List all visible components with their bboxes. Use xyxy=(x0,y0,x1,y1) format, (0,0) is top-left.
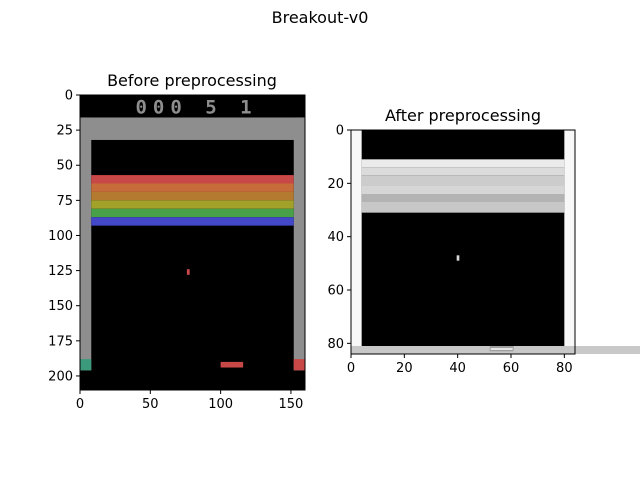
before-preprocessing-y-ticks: 0 25 50 75 100 125 150 175 200 xyxy=(48,89,80,384)
brick-band xyxy=(361,175,565,186)
brick-band xyxy=(361,194,565,202)
left-wall-base xyxy=(80,359,92,371)
x-tick-label: 80 xyxy=(556,361,573,376)
before-preprocessing-title: Before preprocessing xyxy=(107,71,277,90)
after-preprocessing-y-ticks: 0 20 40 60 80 xyxy=(327,124,351,352)
brick-row xyxy=(91,200,294,209)
brick-row xyxy=(91,191,294,201)
brick-band xyxy=(361,186,565,194)
brick-row xyxy=(91,175,294,184)
brick-band xyxy=(361,167,565,176)
before-preprocessing-axes: Before preprocessing 000 5 1 0 50 100 150 0… xyxy=(48,71,306,412)
screen-background xyxy=(80,95,305,390)
y-tick-label: 200 xyxy=(48,369,73,384)
y-tick-label: 25 xyxy=(56,124,73,139)
x-tick-label: 150 xyxy=(279,397,304,412)
x-tick-label: 0 xyxy=(76,397,84,412)
paddle-highlight xyxy=(490,348,513,350)
ball xyxy=(456,255,460,261)
y-tick-label: 80 xyxy=(327,337,344,352)
before-preprocessing-image xyxy=(80,95,305,390)
y-tick-label: 175 xyxy=(48,334,73,349)
y-tick-label: 0 xyxy=(336,124,344,139)
paddle xyxy=(220,361,244,368)
score-display: 000 5 1 xyxy=(135,96,257,118)
brick-row xyxy=(91,217,294,226)
before-preprocessing-x-ticks: 0 50 100 150 xyxy=(76,390,303,412)
x-tick-label: 100 xyxy=(208,397,233,412)
right-wall xyxy=(293,117,305,371)
brick-row xyxy=(91,208,294,218)
brick-band xyxy=(361,159,565,168)
y-tick-label: 100 xyxy=(48,229,73,244)
right-wall-base xyxy=(564,346,575,354)
y-tick-label: 50 xyxy=(56,159,73,174)
after-preprocessing-axes: After preprocessing 0 20 40 60 80 0 20 40 60 80 xyxy=(327,106,640,376)
y-tick-label: 75 xyxy=(56,194,73,209)
x-tick-label: 60 xyxy=(503,361,520,376)
before-preprocessing-frame xyxy=(79,94,306,391)
after-preprocessing-title: After preprocessing xyxy=(385,106,541,125)
y-tick-label: 0 xyxy=(65,89,73,104)
y-tick-label: 125 xyxy=(48,264,73,279)
y-tick-label: 60 xyxy=(327,284,344,299)
after-preprocessing-x-ticks: 0 20 40 60 80 xyxy=(347,354,573,376)
top-wall xyxy=(80,117,305,140)
figure-title: Breakout-v0 xyxy=(271,8,369,27)
brick-row xyxy=(91,183,294,192)
right-wall-base xyxy=(293,359,305,371)
brick-band xyxy=(361,202,565,213)
x-tick-label: 40 xyxy=(449,361,466,376)
x-tick-label: 50 xyxy=(142,397,159,412)
after-preprocessing-image xyxy=(351,130,640,354)
after-preprocessing-frame xyxy=(350,129,576,355)
left-wall xyxy=(80,117,92,371)
y-tick-label: 150 xyxy=(48,299,73,314)
x-tick-label: 20 xyxy=(396,361,413,376)
y-tick-label: 40 xyxy=(327,230,344,245)
x-tick-label: 0 xyxy=(347,361,355,376)
ball xyxy=(186,269,190,275)
y-tick-label: 20 xyxy=(327,177,344,192)
